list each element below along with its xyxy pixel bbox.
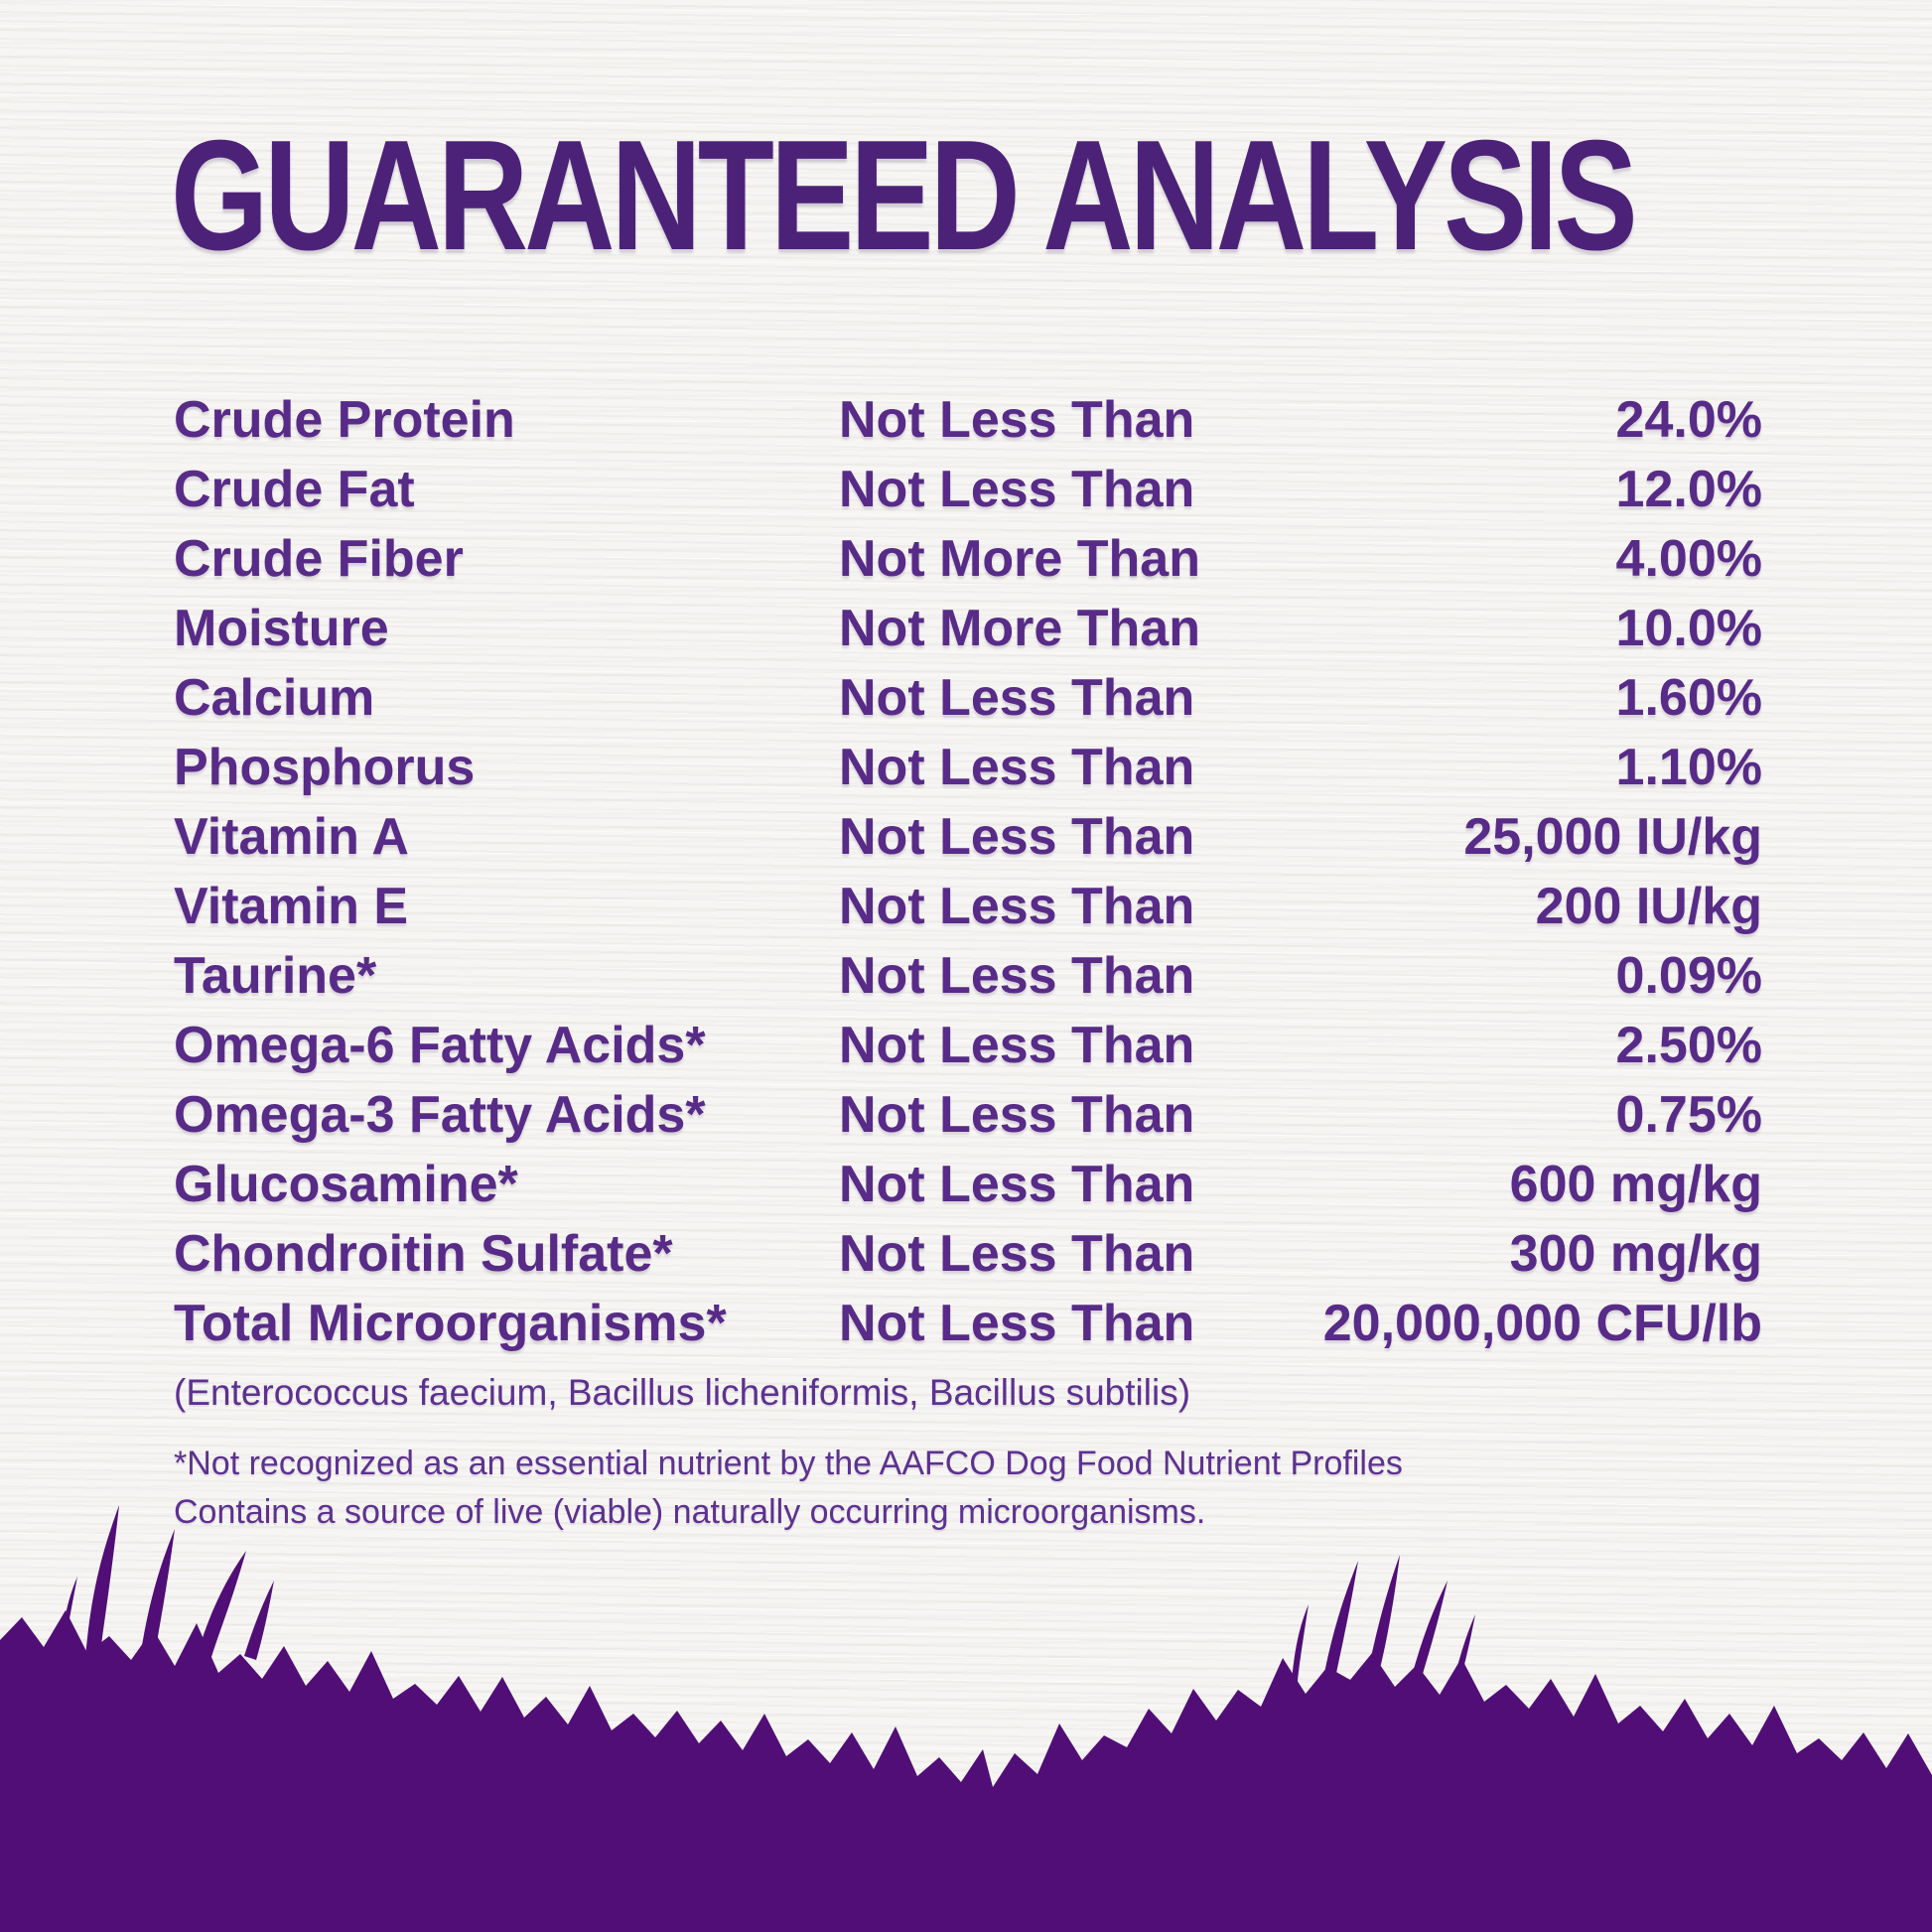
nutrient-name: Chondroitin Sulfate* — [174, 1225, 673, 1283]
grass-silhouette — [0, 1505, 1932, 1932]
guarantee-basis: Not Less Than — [839, 1225, 1195, 1283]
guarantee-basis: Not Less Than — [839, 391, 1195, 449]
guarantee-value: 4.00% — [1615, 530, 1762, 588]
guaranteed-analysis-table: Crude Protein Not Less Than 24.0% Crude … — [174, 385, 1762, 1358]
guarantee-basis: Not Less Than — [839, 461, 1195, 518]
guarantee-basis: Not More Than — [839, 530, 1200, 588]
table-row: Crude Fat Not Less Than 12.0% — [174, 455, 1762, 524]
nutrient-name: Taurine* — [174, 947, 377, 1005]
guarantee-value: 24.0% — [1615, 391, 1762, 449]
guarantee-value: 0.75% — [1615, 1086, 1762, 1144]
guarantee-value: 200 IU/kg — [1535, 878, 1762, 935]
guarantee-basis: Not Less Than — [839, 1086, 1195, 1144]
nutrient-name: Vitamin E — [174, 878, 409, 935]
footnote-block: *Not recognized as an essential nutrient… — [174, 1440, 1762, 1537]
guarantee-value: 1.10% — [1615, 739, 1762, 796]
guarantee-basis: Not Less Than — [839, 1295, 1195, 1352]
table-row: Taurine* Not Less Than 0.09% — [174, 941, 1762, 1011]
nutrient-name: Phosphorus — [174, 739, 476, 796]
nutrient-name: Crude Fiber — [174, 530, 464, 588]
table-row: Crude Protein Not Less Than 24.0% — [174, 385, 1762, 455]
guarantee-value: 25,000 IU/kg — [1463, 808, 1762, 866]
table-row: Glucosamine* Not Less Than 600 mg/kg — [174, 1150, 1762, 1219]
guarantee-value: 300 mg/kg — [1509, 1225, 1762, 1283]
table-row: Moisture Not More Than 10.0% — [174, 594, 1762, 663]
table-row: Omega-6 Fatty Acids* Not Less Than 2.50% — [174, 1011, 1762, 1080]
nutrient-name: Vitamin A — [174, 808, 409, 866]
guarantee-value: 20,000,000 CFU/lb — [1322, 1295, 1762, 1352]
nutrient-name: Crude Protein — [174, 391, 515, 449]
guarantee-value: 1.60% — [1615, 669, 1762, 727]
aafco-footnote: *Not recognized as an essential nutrient… — [174, 1445, 1403, 1482]
guarantee-basis: Not Less Than — [839, 1156, 1195, 1213]
table-row: Calcium Not Less Than 1.60% — [174, 663, 1762, 733]
table-row: Phosphorus Not Less Than 1.10% — [174, 733, 1762, 802]
table-row: Crude Fiber Not More Than 4.00% — [174, 524, 1762, 594]
guarantee-value: 2.50% — [1615, 1017, 1762, 1074]
microorganism-species-footnote: (Enterococcus faecium, Bacillus lichenif… — [174, 1372, 1191, 1413]
guarantee-value: 10.0% — [1615, 600, 1762, 657]
guarantee-basis: Not Less Than — [839, 669, 1195, 727]
nutrient-name: Glucosamine* — [174, 1156, 518, 1213]
nutrient-name: Omega-3 Fatty Acids* — [174, 1086, 706, 1144]
live-microorganisms-footnote: Contains a source of live (viable) natur… — [174, 1492, 1206, 1531]
nutrient-name: Total Microorganisms* — [174, 1295, 727, 1352]
guaranteed-analysis-panel: GUARANTEED ANALYSIS Crude Protein Not Le… — [171, 108, 1762, 1537]
guarantee-basis: Not Less Than — [839, 739, 1195, 796]
nutrient-name: Omega-6 Fatty Acids* — [174, 1017, 706, 1074]
table-row: Vitamin A Not Less Than 25,000 IU/kg — [174, 802, 1762, 872]
table-row: Omega-3 Fatty Acids* Not Less Than 0.75% — [174, 1080, 1762, 1150]
guarantee-value: 600 mg/kg — [1509, 1156, 1762, 1213]
table-row: Chondroitin Sulfate* Not Less Than 300 m… — [174, 1219, 1762, 1289]
guarantee-value: 0.09% — [1615, 947, 1762, 1005]
guarantee-basis: Not Less Than — [839, 878, 1195, 935]
guarantee-basis: Not Less Than — [839, 808, 1195, 866]
page-title: GUARANTEED ANALYSIS — [171, 108, 1638, 283]
nutrient-name: Moisture — [174, 600, 389, 657]
guarantee-basis: Not Less Than — [839, 1017, 1195, 1074]
guarantee-value: 12.0% — [1615, 461, 1762, 518]
nutrient-name: Crude Fat — [174, 461, 415, 518]
nutrient-name: Calcium — [174, 669, 375, 727]
guarantee-basis: Not More Than — [839, 600, 1200, 657]
table-row: Vitamin E Not Less Than 200 IU/kg — [174, 872, 1762, 941]
guarantee-basis: Not Less Than — [839, 947, 1195, 1005]
table-row: Total Microorganisms* Not Less Than 20,0… — [174, 1289, 1762, 1358]
